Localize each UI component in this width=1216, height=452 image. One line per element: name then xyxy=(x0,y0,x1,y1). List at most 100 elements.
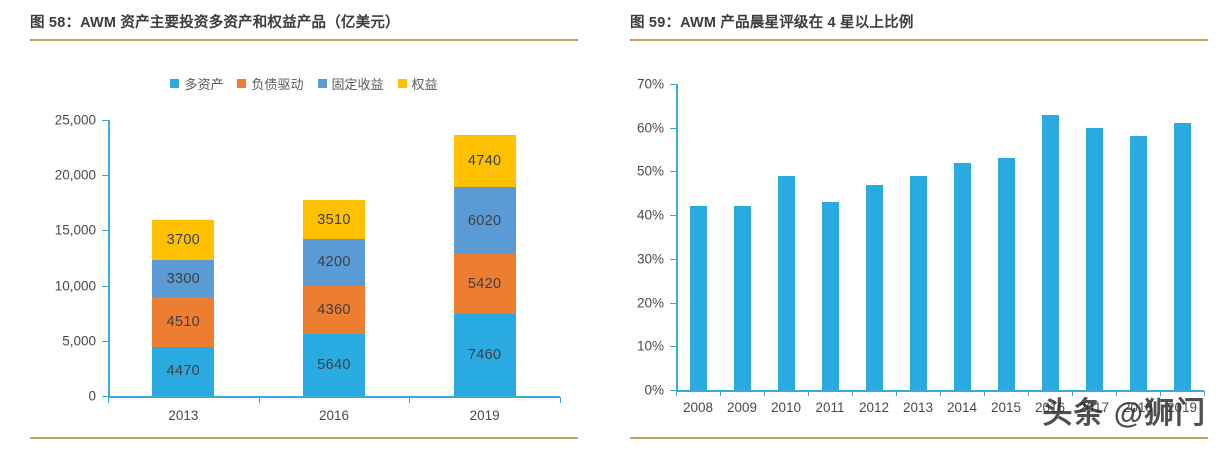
bar[interactable] xyxy=(777,175,795,390)
bar-segment-value: 4200 xyxy=(317,254,351,271)
x-axis-tick xyxy=(560,397,561,403)
stacked-bar[interactable]: 7460 5420 6020 4740 xyxy=(453,120,516,396)
x-axis-tick xyxy=(896,391,897,396)
bar-segment-value: 4470 xyxy=(166,363,201,380)
figure-58-panel: 图 58：AWM 资产主要投资多资产和权益产品（亿美元） 多资产 负债驱动 固定收益… xyxy=(0,15,608,439)
x-axis-tick xyxy=(1116,391,1117,396)
figure-58-title-rule xyxy=(30,39,578,41)
x-axis-tick xyxy=(984,391,985,396)
y-axis-tick xyxy=(670,346,676,348)
x-axis-label: 2008 xyxy=(682,400,714,415)
bar-segment-value: 4510 xyxy=(166,313,201,330)
legend-item-4[interactable]: 权益 xyxy=(397,74,438,93)
y-axis-tick xyxy=(670,390,676,391)
bar-segment-value: 4740 xyxy=(467,153,502,170)
y-axis-label: 30% xyxy=(636,251,664,267)
y-axis-tick xyxy=(102,230,108,232)
legend-swatch-icon xyxy=(397,79,407,88)
y-axis-label: 40% xyxy=(636,207,664,223)
bar-segment[interactable]: 4740 xyxy=(453,135,516,188)
x-axis-tick xyxy=(764,391,765,396)
x-axis-tick xyxy=(1028,391,1029,396)
legend-label: 权益 xyxy=(411,77,438,92)
x-axis-line xyxy=(108,396,560,398)
x-axis-line xyxy=(676,390,1204,392)
figure-58-legend: 多资产 负债驱动 固定收益 权益 xyxy=(0,74,608,93)
x-axis-tick xyxy=(808,391,809,396)
bar-segment[interactable]: 3510 xyxy=(303,200,365,240)
y-axis-label: 50% xyxy=(636,163,664,179)
x-axis-tick xyxy=(409,397,411,403)
figure-59-panel: 图 59：AWM 产品晨星评级在 4 星以上比例 0% 10% 20% 30% 40% 5… xyxy=(608,0,1216,452)
bar-segment[interactable]: 3300 xyxy=(152,260,215,297)
y-axis-label: 5,000 xyxy=(62,333,96,349)
y-axis-tick xyxy=(102,340,108,342)
y-axis-label: 0% xyxy=(644,382,664,398)
bar-segment[interactable]: 4200 xyxy=(303,239,365,286)
bar-segment-value: 3300 xyxy=(166,270,201,287)
bar-segment-value: 5420 xyxy=(467,275,502,292)
y-axis-label: 25,000 xyxy=(54,112,96,128)
x-axis-tick xyxy=(1204,391,1205,396)
bar-segment[interactable]: 5640 xyxy=(303,333,365,396)
y-axis-tick xyxy=(102,396,108,397)
figure-58-plot-area: 0 5,000 10,000 15,000 20,000 25,000 4470 4510 33… xyxy=(54,112,561,423)
bar[interactable] xyxy=(1129,136,1147,390)
bar[interactable] xyxy=(733,206,751,390)
bar[interactable] xyxy=(1041,114,1059,390)
y-axis-label: 60% xyxy=(636,120,664,136)
legend-swatch-icon xyxy=(170,79,180,88)
x-axis-tick xyxy=(258,397,260,403)
bar[interactable] xyxy=(689,206,707,390)
bar[interactable] xyxy=(909,175,927,390)
legend-item-2[interactable]: 负债驱动 xyxy=(237,74,304,93)
y-axis-tick xyxy=(102,120,108,121)
bar[interactable] xyxy=(865,184,883,390)
bar-segment[interactable]: 6020 xyxy=(453,187,516,254)
bar-segment[interactable]: 4470 xyxy=(152,346,215,396)
x-axis-label: 2019 xyxy=(469,408,500,423)
legend-swatch-icon xyxy=(317,79,327,88)
bar[interactable] xyxy=(953,162,971,390)
x-axis-tick xyxy=(720,391,721,396)
y-axis-tick xyxy=(102,285,108,287)
x-axis-label: 2019 xyxy=(1166,400,1198,415)
legend-label: 负债驱动 xyxy=(251,77,304,92)
figure-59-title: 图 59：AWM 产品晨星评级在 4 星以上比例 xyxy=(630,15,914,31)
bar-segment-value: 5640 xyxy=(317,356,351,373)
y-axis-tick xyxy=(670,302,676,304)
bar-segment[interactable]: 3700 xyxy=(152,219,215,261)
y-axis-label: 20% xyxy=(636,295,664,311)
x-axis-label: 2016 xyxy=(1034,400,1066,415)
bar-segment[interactable]: 5420 xyxy=(453,253,516,314)
bar-segment[interactable]: 7460 xyxy=(453,313,516,396)
x-axis-label: 2014 xyxy=(946,400,978,415)
bar[interactable] xyxy=(997,158,1015,390)
x-axis-label: 2017 xyxy=(1078,400,1110,415)
y-axis-label: 10,000 xyxy=(54,278,96,294)
legend-label: 固定收益 xyxy=(331,77,384,92)
x-axis-label: 2010 xyxy=(770,400,802,415)
bar-segment-value: 3700 xyxy=(166,232,201,248)
legend-label: 多资产 xyxy=(184,77,224,92)
y-axis-label: 70% xyxy=(636,76,664,92)
y-axis-line xyxy=(108,120,110,397)
bar[interactable] xyxy=(1173,123,1191,390)
bar[interactable] xyxy=(1085,127,1103,390)
y-axis-tick xyxy=(670,215,676,217)
bar-segment-value: 4360 xyxy=(317,301,351,318)
y-axis-label: 20,000 xyxy=(54,167,96,183)
legend-item-1[interactable]: 多资产 xyxy=(170,74,223,93)
bar-segment[interactable]: 4510 xyxy=(152,296,215,347)
x-axis-label: 2015 xyxy=(990,400,1022,415)
bar-segment-value: 7460 xyxy=(467,346,502,363)
bar-segment[interactable]: 4360 xyxy=(303,285,365,334)
legend-item-3[interactable]: 固定收益 xyxy=(317,74,384,93)
bar-segment-value: 3510 xyxy=(317,211,351,228)
stacked-bar[interactable]: 5640 4360 4200 3510 xyxy=(303,120,365,396)
stacked-bar[interactable]: 4470 4510 3300 3700 xyxy=(152,120,215,396)
x-axis-label: 2018 xyxy=(1122,400,1154,415)
y-axis-label: 0 xyxy=(88,388,96,404)
bar[interactable] xyxy=(821,202,839,390)
